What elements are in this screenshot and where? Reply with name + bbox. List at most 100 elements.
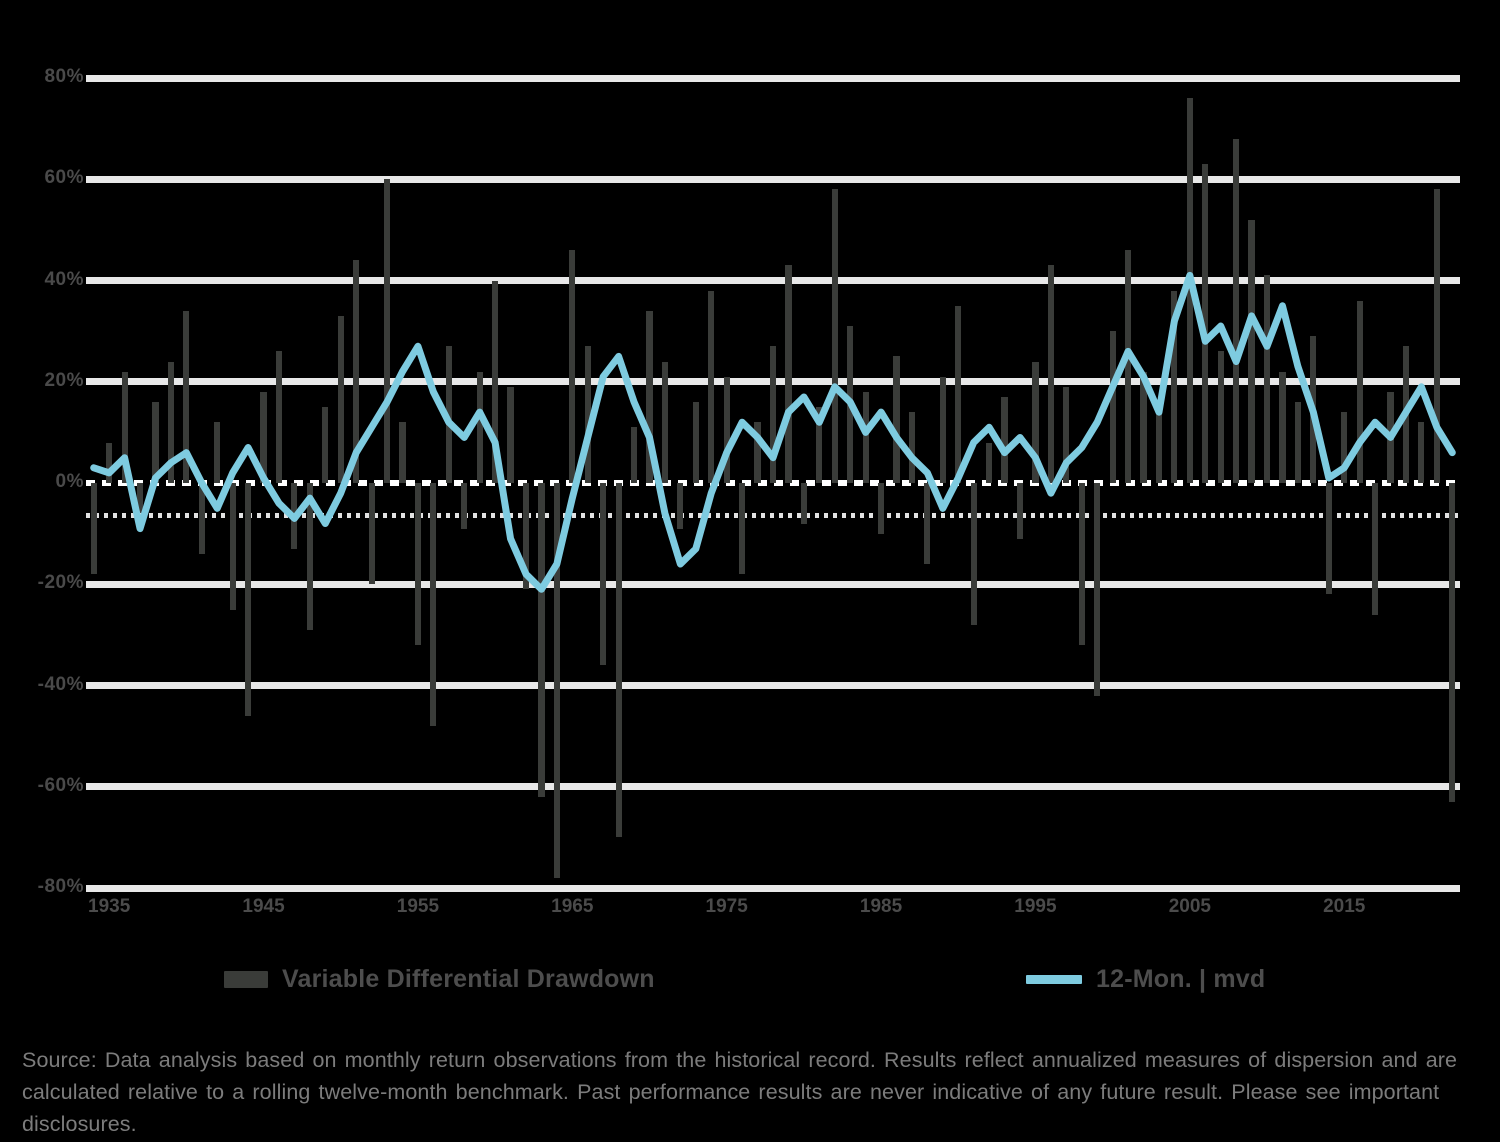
bar [245, 483, 252, 716]
bar [785, 265, 792, 483]
gridline--60% [86, 783, 1460, 791]
bar [1356, 300, 1363, 483]
bar [970, 483, 977, 625]
bar [723, 376, 730, 483]
bar [893, 356, 900, 483]
y-tick--60%: -60% [37, 774, 84, 796]
x-tick-2005: 2005 [1168, 896, 1211, 917]
bar [507, 386, 514, 483]
bar [661, 361, 669, 483]
bar [646, 310, 653, 483]
bar [831, 189, 838, 483]
bar [1217, 351, 1224, 483]
bar [152, 402, 159, 483]
gridline-80% [86, 74, 1460, 82]
bar [353, 260, 360, 483]
bar [692, 402, 699, 483]
y-tick-20%: 20% [44, 369, 84, 391]
bar [1294, 402, 1301, 483]
gridline--80% [86, 884, 1460, 892]
bar [1418, 422, 1425, 483]
bar [1202, 164, 1209, 483]
legend-label-line: 12-Mon. | mvd [1096, 965, 1266, 993]
bar [1449, 483, 1456, 802]
y-tick-40%: 40% [44, 268, 84, 290]
bar [769, 346, 777, 483]
bar [569, 250, 576, 483]
bar [600, 483, 607, 666]
line-series [86, 78, 1460, 888]
bar [908, 412, 916, 483]
gridline-sub [86, 513, 1460, 519]
bar [1248, 219, 1255, 483]
bar [1325, 483, 1332, 595]
x-tick-1955: 1955 [396, 896, 440, 917]
bar [584, 346, 591, 483]
legend-item-bar[interactable]: Variable Differential Drawdown [224, 965, 655, 994]
y-tick-0%: 0% [55, 471, 84, 492]
bar [522, 483, 530, 590]
gridline-60% [86, 175, 1460, 183]
x-tick-1975: 1975 [705, 896, 748, 917]
gridline-0% [86, 480, 1460, 486]
bar [1094, 483, 1101, 696]
legend-label-bar: Variable Differential Drawdown [282, 965, 655, 993]
line-path [94, 275, 1453, 589]
bar [1433, 189, 1440, 483]
legend-line-swatch-icon [1026, 975, 1082, 984]
bar [1171, 290, 1178, 483]
x-tick-2015: 2015 [1323, 896, 1366, 917]
gridline--40% [86, 682, 1460, 689]
y-tick--40%: -40% [37, 673, 84, 695]
bar [260, 391, 267, 483]
bar [198, 483, 205, 554]
bar [1001, 396, 1008, 483]
bar [121, 371, 128, 483]
bar [1279, 371, 1286, 483]
bar [337, 315, 344, 483]
bar [383, 179, 391, 483]
x-tick-1935: 1935 [88, 896, 131, 917]
x-tick-1965: 1965 [551, 896, 594, 917]
bar [816, 407, 823, 483]
bar [1140, 371, 1147, 483]
bar [1078, 483, 1085, 645]
bar [229, 483, 236, 610]
y-tick--80%: -80% [37, 876, 84, 897]
bar [414, 483, 421, 645]
bar [1109, 331, 1116, 483]
bar [476, 371, 483, 483]
bar [136, 483, 144, 514]
bar [754, 422, 761, 483]
legend-bar-swatch-icon [224, 971, 268, 988]
bar [1047, 265, 1054, 483]
bar [862, 391, 869, 483]
chart-legend: Variable Differential Drawdown 12-Mon. |… [0, 963, 1500, 1003]
bar [1372, 483, 1379, 615]
bar [1124, 250, 1132, 483]
bar [214, 422, 221, 483]
bar [677, 483, 684, 529]
bar [986, 442, 993, 483]
bar [538, 483, 545, 797]
gridline-40% [86, 277, 1460, 284]
footnote-text: Source: Data analysis based on monthly r… [22, 1048, 1458, 1136]
bar [955, 305, 962, 483]
bar [1233, 138, 1240, 483]
bar [430, 483, 437, 726]
bar [939, 376, 946, 483]
legend-item-line[interactable]: 12-Mon. | mvd [1026, 965, 1265, 994]
plot-area [86, 74, 1460, 892]
bar [399, 422, 406, 483]
bar [183, 310, 190, 483]
bar [1032, 361, 1039, 483]
bar [167, 361, 174, 483]
bar [800, 483, 807, 524]
gridline--20% [86, 580, 1460, 588]
bar [877, 483, 885, 534]
bar [275, 351, 283, 483]
bar [1016, 483, 1024, 539]
y-tick-60%: 60% [44, 167, 84, 189]
bar [630, 427, 638, 483]
bar [553, 483, 560, 878]
